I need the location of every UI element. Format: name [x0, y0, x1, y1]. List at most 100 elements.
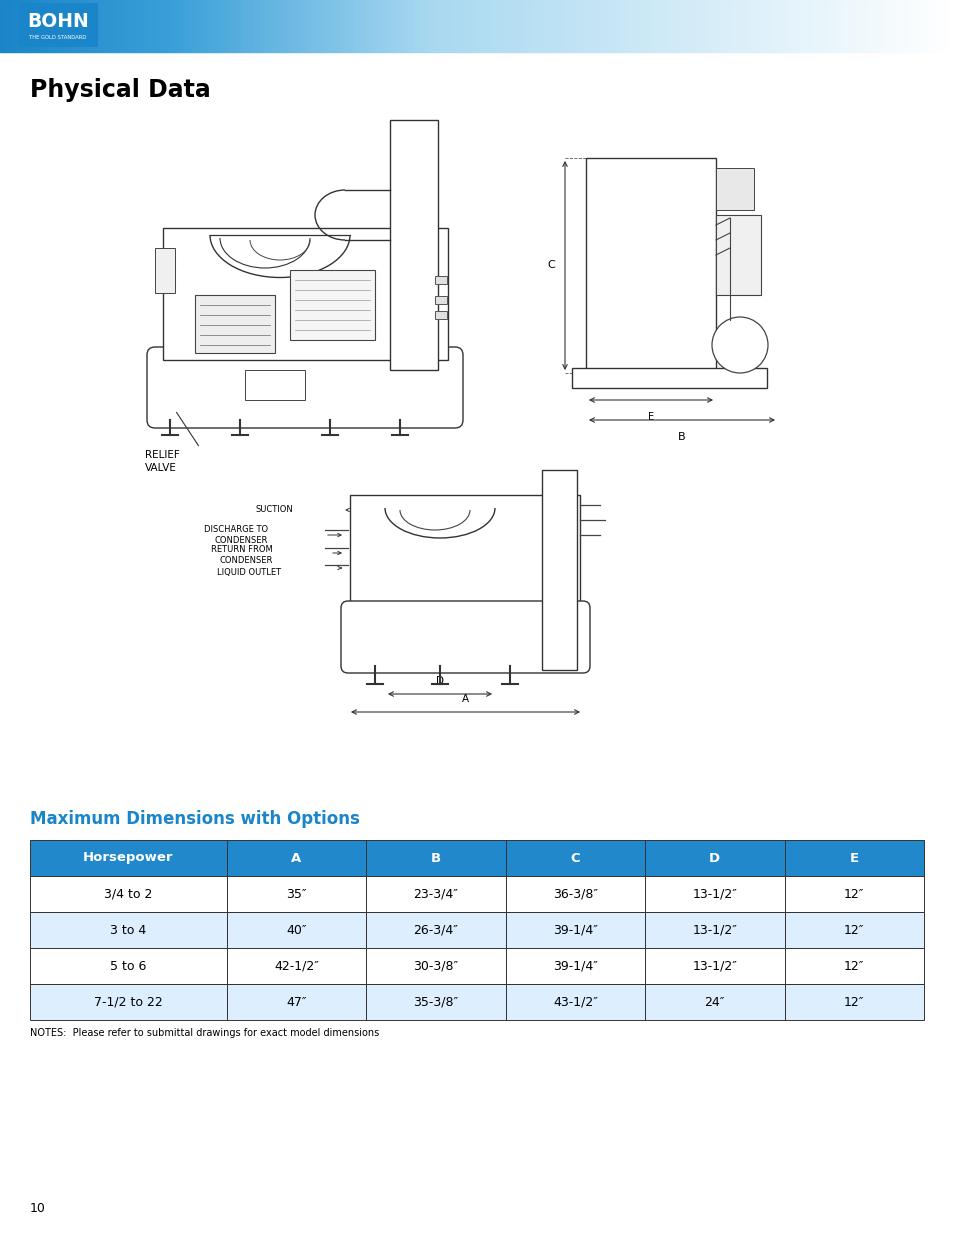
Bar [415, 0, 416, 52]
Bar [505, 0, 507, 52]
Bar [926, 0, 929, 52]
Bar [626, 0, 629, 52]
Bar [543, 0, 545, 52]
Bar [274, 0, 276, 52]
Bar [369, 0, 372, 52]
Bar [602, 0, 605, 52]
Bar [910, 0, 913, 52]
Bar [710, 0, 712, 52]
Bar [21, 0, 24, 52]
Bar [607, 0, 610, 52]
Bar [262, 0, 264, 52]
Bar [553, 0, 555, 52]
Bar [110, 0, 112, 52]
Bar [577, 0, 578, 52]
Bar [548, 0, 550, 52]
Bar [233, 0, 235, 52]
Text: 3/4 to 2: 3/4 to 2 [104, 888, 152, 900]
Bar [583, 0, 586, 52]
Bar [488, 0, 491, 52]
Bar [331, 0, 334, 52]
Bar [621, 0, 624, 52]
FancyBboxPatch shape [340, 601, 589, 673]
Text: 13-1/2″: 13-1/2″ [692, 924, 737, 936]
Bar [817, 0, 820, 52]
Bar [624, 0, 626, 52]
Text: THE GOLD STANDARD: THE GOLD STANDARD [30, 35, 87, 40]
Bar [183, 0, 186, 52]
Bar [131, 0, 133, 52]
Bar [30, 948, 227, 984]
Bar [801, 0, 802, 52]
Bar [307, 0, 310, 52]
Text: SUCTION: SUCTION [255, 505, 293, 515]
Bar [26, 0, 29, 52]
Bar [572, 368, 766, 388]
Bar [522, 0, 524, 52]
Bar [658, 0, 659, 52]
Bar [191, 0, 193, 52]
Bar [219, 0, 221, 52]
Bar [574, 0, 577, 52]
Bar [445, 0, 448, 52]
Bar [141, 0, 143, 52]
Bar [229, 0, 231, 52]
Bar [91, 0, 92, 52]
Bar [112, 0, 114, 52]
Bar [345, 0, 348, 52]
Bar [334, 0, 335, 52]
Bar [550, 0, 553, 52]
Bar [644, 840, 783, 876]
Bar [389, 0, 391, 52]
Bar [193, 0, 195, 52]
Bar [19, 0, 21, 52]
Bar [783, 840, 923, 876]
Bar [585, 158, 716, 373]
Bar [366, 911, 505, 948]
Text: 39-1/4″: 39-1/4″ [553, 924, 598, 936]
Bar [294, 0, 295, 52]
Bar [359, 0, 362, 52]
Bar [30, 984, 227, 1020]
Bar [762, 0, 764, 52]
Bar [436, 0, 438, 52]
Text: 47″: 47″ [286, 995, 306, 1009]
Bar [716, 168, 753, 210]
Bar [43, 0, 45, 52]
Bar [770, 0, 772, 52]
Bar [636, 0, 639, 52]
Bar [376, 0, 378, 52]
Bar [48, 0, 50, 52]
Bar [321, 0, 324, 52]
Bar [391, 0, 393, 52]
Bar [555, 0, 558, 52]
Bar [324, 0, 326, 52]
Bar [503, 0, 505, 52]
Bar [62, 0, 64, 52]
Bar [683, 0, 686, 52]
Text: B: B [431, 851, 440, 864]
Bar [526, 0, 529, 52]
Bar [578, 0, 581, 52]
Bar [8, 0, 10, 52]
Bar [412, 0, 415, 52]
Bar [934, 0, 936, 52]
Bar [45, 0, 48, 52]
Bar [30, 0, 33, 52]
Bar [291, 0, 294, 52]
Bar [154, 0, 157, 52]
Bar [231, 0, 233, 52]
Bar [227, 840, 366, 876]
Bar [748, 0, 750, 52]
Bar [821, 0, 824, 52]
Bar [366, 876, 505, 911]
Bar [853, 0, 856, 52]
Text: 12″: 12″ [843, 924, 863, 936]
Bar [459, 0, 462, 52]
Bar [745, 0, 748, 52]
Bar [154, 248, 174, 293]
Bar [457, 0, 459, 52]
Bar [278, 0, 281, 52]
Bar [534, 0, 536, 52]
Bar [456, 0, 457, 52]
